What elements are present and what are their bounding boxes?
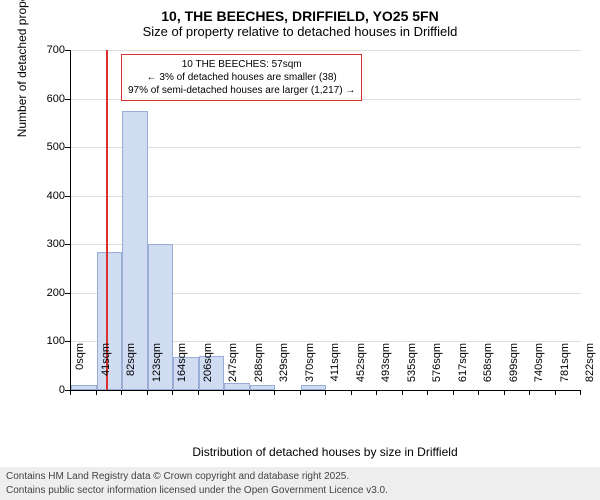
xtick-label: 247sqm xyxy=(227,343,239,393)
chart-area: 10 THE BEECHES: 57sqm ← 3% of detached h… xyxy=(70,50,580,390)
annotation-line3: 97% of semi-detached houses are larger (… xyxy=(128,84,355,97)
xtick-label: 617sqm xyxy=(457,343,469,393)
xtick-mark xyxy=(70,390,71,395)
xtick-mark xyxy=(478,390,479,395)
xtick-mark xyxy=(376,390,377,395)
plot-region: 10 THE BEECHES: 57sqm ← 3% of detached h… xyxy=(70,50,581,391)
ytick-mark xyxy=(65,341,70,342)
xtick-label: 452sqm xyxy=(355,343,367,393)
xtick-label: 329sqm xyxy=(278,343,290,393)
ytick-label: 500 xyxy=(25,141,65,153)
xtick-label: 658sqm xyxy=(482,343,494,393)
xtick-label: 781sqm xyxy=(559,343,571,393)
xtick-label: 493sqm xyxy=(380,343,392,393)
ytick-mark xyxy=(65,99,70,100)
xtick-mark xyxy=(249,390,250,395)
ytick-label: 100 xyxy=(25,335,65,347)
xtick-mark xyxy=(325,390,326,395)
gridline xyxy=(71,147,581,148)
xtick-label: 740sqm xyxy=(533,343,545,393)
xtick-label: 164sqm xyxy=(176,343,188,393)
marker-line xyxy=(106,50,108,390)
gridline xyxy=(71,196,581,197)
xtick-label: 370sqm xyxy=(304,343,316,393)
x-axis-label: Distribution of detached houses by size … xyxy=(70,445,580,459)
ytick-label: 600 xyxy=(25,93,65,105)
xtick-mark xyxy=(96,390,97,395)
ytick-mark xyxy=(65,244,70,245)
footer-line2: Contains public sector information licen… xyxy=(6,484,594,498)
xtick-mark xyxy=(555,390,556,395)
annotation-line1: 10 THE BEECHES: 57sqm xyxy=(128,58,355,71)
ytick-label: 300 xyxy=(25,238,65,250)
chart-title-sub: Size of property relative to detached ho… xyxy=(0,24,600,39)
annotation-line2: ← 3% of detached houses are smaller (38) xyxy=(128,71,355,84)
ytick-label: 200 xyxy=(25,287,65,299)
xtick-mark xyxy=(223,390,224,395)
footer-line1: Contains HM Land Registry data © Crown c… xyxy=(6,470,594,484)
xtick-mark xyxy=(504,390,505,395)
xtick-mark xyxy=(274,390,275,395)
xtick-label: 206sqm xyxy=(202,343,214,393)
xtick-label: 411sqm xyxy=(329,343,341,393)
xtick-label: 82sqm xyxy=(125,343,137,393)
xtick-mark xyxy=(147,390,148,395)
ytick-mark xyxy=(65,293,70,294)
xtick-mark xyxy=(121,390,122,395)
xtick-label: 288sqm xyxy=(253,343,265,393)
xtick-mark xyxy=(351,390,352,395)
annotation-box: 10 THE BEECHES: 57sqm ← 3% of detached h… xyxy=(121,54,362,101)
chart-container: 10, THE BEECHES, DRIFFIELD, YO25 5FN Siz… xyxy=(0,0,600,500)
xtick-mark xyxy=(529,390,530,395)
xtick-mark xyxy=(402,390,403,395)
xtick-label: 535sqm xyxy=(406,343,418,393)
xtick-mark xyxy=(427,390,428,395)
xtick-label: 123sqm xyxy=(151,343,163,393)
xtick-mark xyxy=(172,390,173,395)
ytick-mark xyxy=(65,50,70,51)
xtick-mark xyxy=(198,390,199,395)
gridline xyxy=(71,50,581,51)
ytick-label: 0 xyxy=(25,384,65,396)
ytick-mark xyxy=(65,147,70,148)
xtick-mark xyxy=(453,390,454,395)
footer: Contains HM Land Registry data © Crown c… xyxy=(0,467,600,500)
ytick-label: 700 xyxy=(25,44,65,56)
ytick-mark xyxy=(65,196,70,197)
xtick-label: 822sqm xyxy=(584,343,596,393)
xtick-label: 0sqm xyxy=(74,343,86,393)
xtick-label: 41sqm xyxy=(100,343,112,393)
xtick-mark xyxy=(300,390,301,395)
xtick-label: 576sqm xyxy=(431,343,443,393)
xtick-label: 699sqm xyxy=(508,343,520,393)
y-axis-label: Number of detached properties xyxy=(15,0,29,137)
chart-title-main: 10, THE BEECHES, DRIFFIELD, YO25 5FN xyxy=(0,0,600,24)
xtick-mark xyxy=(580,390,581,395)
ytick-label: 400 xyxy=(25,190,65,202)
